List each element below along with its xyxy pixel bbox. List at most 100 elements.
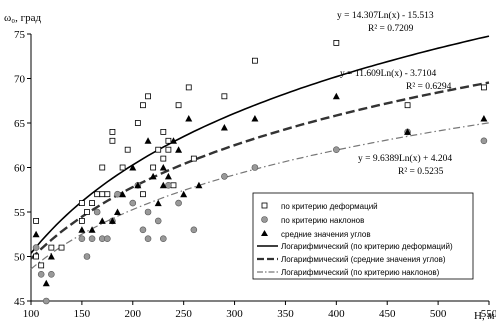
data-point-tilt xyxy=(88,235,96,242)
data-point-deformation xyxy=(134,120,141,126)
data-point-deformation xyxy=(78,200,85,207)
data-point-tilt xyxy=(83,253,91,260)
data-point-deformation xyxy=(48,244,55,251)
legend-marker-square xyxy=(261,202,268,209)
data-point-deformation xyxy=(104,191,111,198)
data-point-tilt xyxy=(37,270,45,278)
x-tick-label: 150 xyxy=(74,308,91,320)
svg-text:y = 11.609Ln(x) - 3.7104: y = 11.609Ln(x) - 3.7104 xyxy=(340,68,437,79)
data-point-tilt xyxy=(144,208,152,216)
data-point-deformation xyxy=(221,93,228,100)
data-point-average xyxy=(114,208,122,215)
data-point-tilt xyxy=(154,217,162,225)
data-point-deformation xyxy=(109,128,116,135)
legend-item-trend-average: Логарифмический (средние значения углов) xyxy=(257,255,446,264)
data-point-deformation xyxy=(33,217,39,224)
x-tick-label: 550 xyxy=(481,308,496,320)
data-point-tilt xyxy=(32,244,40,251)
trendline-equation-tilt: y = 9.6389Ln(x) + 4.204 R² = 0.5235 xyxy=(358,153,452,177)
data-point-tilt xyxy=(93,208,101,216)
y-tick-label: 45 xyxy=(14,296,26,308)
data-point-average xyxy=(32,230,40,238)
x-tick-label: 250 xyxy=(175,308,192,320)
data-point-tilt xyxy=(190,226,198,234)
data-point-tilt xyxy=(165,182,172,189)
data-point-deformation xyxy=(185,84,192,91)
data-point-average xyxy=(180,190,188,198)
svg-text:Логарифмический (по критерию д: Логарифмический (по критерию деформаций) xyxy=(281,242,453,251)
data-point-deformation xyxy=(109,137,116,144)
data-point-average xyxy=(251,115,259,122)
data-point-deformation xyxy=(481,84,487,91)
y-tick-label: 75 xyxy=(14,29,26,41)
data-point-tilt xyxy=(139,226,147,234)
data-point-average xyxy=(42,279,50,287)
data-point-average xyxy=(119,190,127,198)
data-point-average xyxy=(164,172,172,180)
data-point-average xyxy=(175,146,183,153)
data-point-deformation xyxy=(150,164,157,171)
x-tick-label: 450 xyxy=(379,308,396,320)
data-point-deformation xyxy=(99,164,106,171)
legend-item-trend-deformation: Логарифмический (по критерию деформаций) xyxy=(257,242,453,251)
data-point-tilt xyxy=(129,199,137,207)
data-point-average xyxy=(159,164,167,171)
svg-text:R² = 0.7209: R² = 0.7209 xyxy=(368,24,414,34)
x-tick-label: 300 xyxy=(226,308,243,320)
data-point-tilt xyxy=(78,235,86,242)
data-point-tilt xyxy=(104,235,111,242)
data-point-tilt xyxy=(160,235,167,242)
y-tick-label: 60 xyxy=(14,163,26,175)
legend-item-average: средние значения углов xyxy=(261,230,371,239)
data-point-tilt xyxy=(333,146,340,153)
data-point-tilt xyxy=(221,173,228,180)
data-point-average xyxy=(195,181,203,189)
data-point-average xyxy=(78,226,86,233)
data-point-deformation xyxy=(84,209,90,215)
data-point-tilt xyxy=(480,137,488,145)
svg-text:R² = 0.6294: R² = 0.6294 xyxy=(406,82,452,92)
data-point-average xyxy=(98,217,106,224)
x-axis-label: Н, м xyxy=(474,310,494,322)
data-point-tilt xyxy=(251,164,259,171)
data-point-deformation xyxy=(78,217,85,224)
data-point-deformation xyxy=(124,146,131,153)
x-tick-label: 100 xyxy=(23,308,40,320)
data-point-average xyxy=(404,128,412,135)
legend-item-tilt: по критерию наклонов xyxy=(261,216,364,225)
data-point-deformation xyxy=(58,244,65,251)
y-tick-label: 55 xyxy=(14,207,26,219)
data-point-average xyxy=(149,172,157,180)
trendline-deformation xyxy=(30,35,490,254)
data-point-deformation xyxy=(155,146,162,153)
legend-item-trend-tilt: Логарифмический (по критерию наклонов) xyxy=(257,268,440,277)
svg-text:y = 9.6389Ln(x) + 4.204: y = 9.6389Ln(x) + 4.204 xyxy=(358,153,452,164)
legend-box xyxy=(252,192,474,280)
data-point-average xyxy=(134,181,142,189)
y-tick-label: 50 xyxy=(14,252,26,264)
x-tick-label: 350 xyxy=(277,308,294,320)
data-point-average xyxy=(144,137,152,144)
data-point-tilt xyxy=(48,270,55,278)
trendline-average xyxy=(30,81,490,260)
data-point-average xyxy=(154,199,162,207)
data-point-average xyxy=(47,253,55,260)
data-point-deformation xyxy=(140,102,146,109)
data-point-deformation xyxy=(94,191,101,198)
data-point-deformation xyxy=(145,93,151,100)
data-point-tilt xyxy=(42,297,50,305)
data-point-deformation xyxy=(89,200,95,207)
data-point-average xyxy=(159,181,167,189)
data-point-deformation xyxy=(99,191,106,198)
data-point-average xyxy=(129,164,137,171)
trendline-equation-deformation: y = 14.307Ln(x) - 15.513 R² = 0.7209 xyxy=(337,10,434,34)
x-tick-label: 400 xyxy=(328,308,345,320)
data-point-deformation xyxy=(170,182,177,189)
y-axis-label: ω₀, град xyxy=(4,12,41,24)
legend-marker-triangle xyxy=(261,230,268,236)
y-tick-label: 70 xyxy=(14,74,26,86)
data-point-deformation xyxy=(165,146,172,153)
data-point-deformation xyxy=(119,164,126,171)
legend-item-deformation: по критерию деформаций xyxy=(261,202,378,211)
